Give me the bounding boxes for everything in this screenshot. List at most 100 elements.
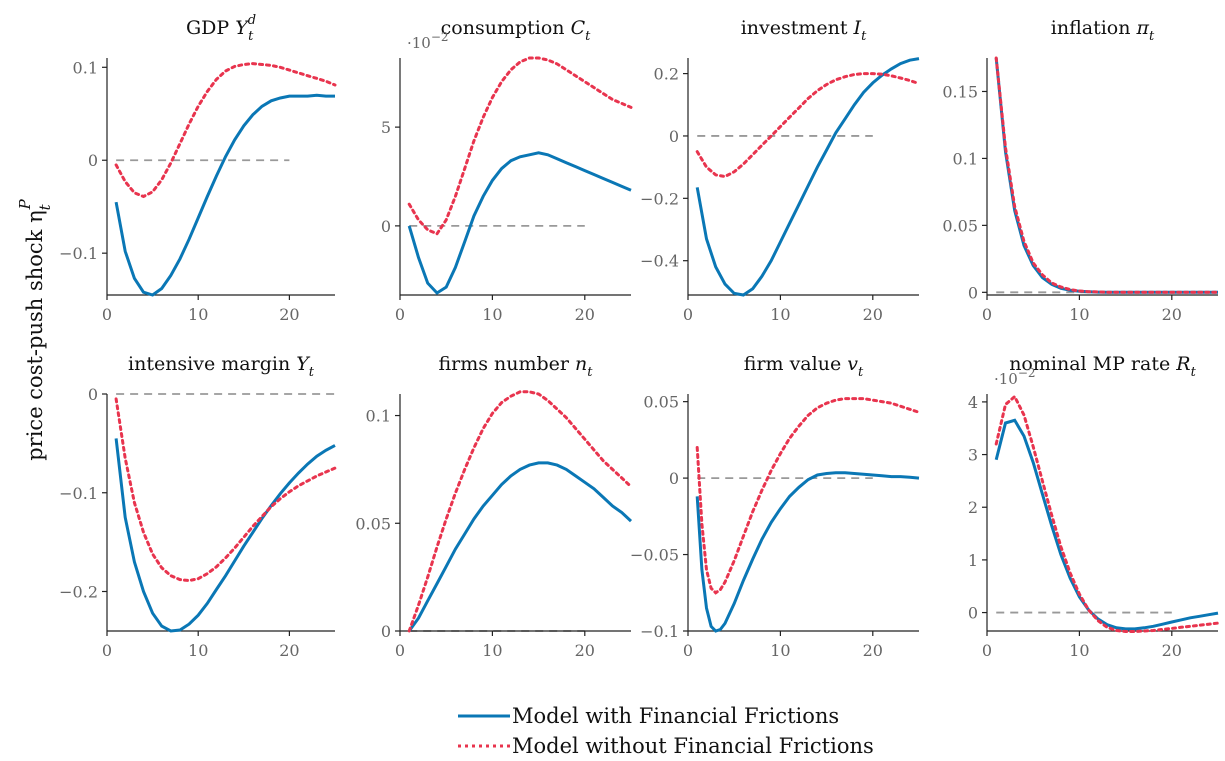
series-line-without-ff <box>695 72 921 179</box>
panel-title: nominal MP rate Rt <box>1009 353 1196 380</box>
y-axis-label-sub: t <box>36 203 54 210</box>
panel-2: investment It 0 10 20 −0.4 −0.2 0 0.2 <box>640 17 921 324</box>
y-tick-label: 5 <box>381 118 391 137</box>
y-axis-label: price cost-push shock ηtP <box>16 198 54 460</box>
panel-1: consumption Ct ·10−2 0 10 20 0 5 <box>381 17 633 324</box>
panel-title: investment It <box>741 17 867 44</box>
y-tick-label: 0 <box>669 127 679 146</box>
y-tick-label: 0.1 <box>73 58 98 77</box>
panel-title: firms number nt <box>438 353 593 380</box>
y-tick-label: −0.1 <box>59 244 98 263</box>
panel-title: firm value vt <box>744 353 864 380</box>
series-line-without-ff <box>114 397 337 583</box>
y-tick-label: 0.05 <box>355 514 391 533</box>
x-tick-label: 20 <box>575 305 595 324</box>
panel-0: GDP Yd t 0 10 20 −0.1 0 0.1 <box>59 13 337 324</box>
x-tick-label: 20 <box>279 305 299 324</box>
series-line-with-ff <box>695 471 920 633</box>
x-tick-label: 0 <box>683 305 693 324</box>
panel-title-text: investment <box>741 17 854 39</box>
series-line-with-ff <box>994 418 1219 631</box>
sci-exponent: −2 <box>431 30 449 44</box>
panel-title-sub: t <box>248 29 254 44</box>
y-tick-label: 1 <box>968 551 978 570</box>
x-tick-label: 10 <box>188 641 208 660</box>
panel-3: inflation πt 0 10 20 0 0.05 0.1 0.15 <box>942 17 1220 324</box>
x-tick-label: 10 <box>1069 305 1089 324</box>
series-line-with-ff <box>407 151 632 295</box>
panel-title: inflation πt <box>1051 17 1155 44</box>
panel-title-text: intensive margin <box>128 353 296 375</box>
panel-6: firm value vt 0 10 20 −0.1 −0.05 0 0.05 <box>630 353 921 660</box>
panel-4: intensive margin Yt 0 10 20 −0.2 −0.1 0 <box>59 353 337 660</box>
x-tick-label: 0 <box>683 641 693 660</box>
y-tick-label: −0.2 <box>640 189 679 208</box>
x-tick-label: 10 <box>1069 641 1089 660</box>
x-tick-label: 20 <box>279 641 299 660</box>
panel-title-sub: t <box>861 29 867 44</box>
legend: Model with Financial Frictions Model wit… <box>458 704 874 758</box>
panel-title: intensive margin Yt <box>128 353 315 380</box>
series-line-with-ff <box>114 438 336 633</box>
panel-5: firms number nt 0 10 20 0 0.05 0.1 <box>355 353 633 660</box>
y-tick-label: 0 <box>381 217 391 236</box>
panel-title-symbol: Y <box>235 17 250 39</box>
series-line-with-ff <box>695 57 920 297</box>
y-tick-label: 0 <box>88 385 98 404</box>
x-tick-label: 10 <box>482 305 502 324</box>
panel-title-symbol: n <box>575 353 587 375</box>
panel-title-symbol: Y <box>296 353 311 375</box>
y-tick-label: 4 <box>968 393 978 412</box>
x-tick-label: 20 <box>1162 641 1182 660</box>
panel-title-sub: t <box>858 365 864 380</box>
x-tick-label: 0 <box>982 641 992 660</box>
sci-base: ·10 <box>407 34 431 52</box>
panel-title-symbol: C <box>571 17 586 39</box>
panel-title: GDP Yd t <box>186 13 256 44</box>
x-tick-label: 0 <box>982 305 992 324</box>
series-line-without-ff <box>695 397 921 595</box>
x-tick-label: 0 <box>395 305 405 324</box>
panel-title-sub: t <box>585 29 591 44</box>
panel-title-text: GDP <box>186 17 235 39</box>
series-line-without-ff <box>994 56 1220 294</box>
legend-label-ff: Model with Financial Frictions <box>512 704 839 728</box>
panel-title-text: inflation <box>1051 17 1137 39</box>
legend-label-noff: Model without Financial Frictions <box>512 734 874 758</box>
series-line-with-ff <box>114 93 335 297</box>
sci-exponent: −2 <box>1018 366 1036 380</box>
y-tick-label: 0.05 <box>942 216 978 235</box>
series-line-without-ff <box>994 394 1220 633</box>
x-tick-label: 0 <box>102 641 112 660</box>
panel-title-sub: t <box>309 365 315 380</box>
panel-title-sup: d <box>248 13 256 28</box>
panel-title-text: consumption <box>441 17 571 39</box>
x-tick-label: 10 <box>770 641 790 660</box>
y-axis-label-sup: P <box>16 198 34 210</box>
y-axis-label-text: price cost-push shock η <box>23 210 47 460</box>
y-tick-label: 0 <box>968 604 978 623</box>
panel-title-text: firm value <box>744 353 847 375</box>
y-tick-label: −0.05 <box>630 546 679 565</box>
y-tick-label: 0.1 <box>953 149 978 168</box>
x-tick-label: 20 <box>863 305 883 324</box>
panel-title-sub: t <box>587 365 593 380</box>
sci-base: ·10 <box>994 370 1018 388</box>
y-tick-label: 0 <box>381 622 391 641</box>
x-tick-label: 20 <box>863 641 883 660</box>
y-tick-label: 0.1 <box>366 407 391 426</box>
panel-title: consumption Ct <box>441 17 591 44</box>
y-tick-label: 0.05 <box>643 393 679 412</box>
y-tick-label: 0.15 <box>942 82 978 101</box>
panel-title-symbol: v <box>847 353 858 375</box>
series-line-with-ff <box>407 461 633 632</box>
y-tick-label: −0.4 <box>640 252 679 271</box>
sci-multiplier: ·10−2 <box>994 366 1036 388</box>
panel-title-text: firms number <box>438 353 575 375</box>
panel-title-symbol: I <box>853 17 862 39</box>
series-line-without-ff <box>114 62 337 199</box>
y-tick-label: 2 <box>968 498 978 517</box>
